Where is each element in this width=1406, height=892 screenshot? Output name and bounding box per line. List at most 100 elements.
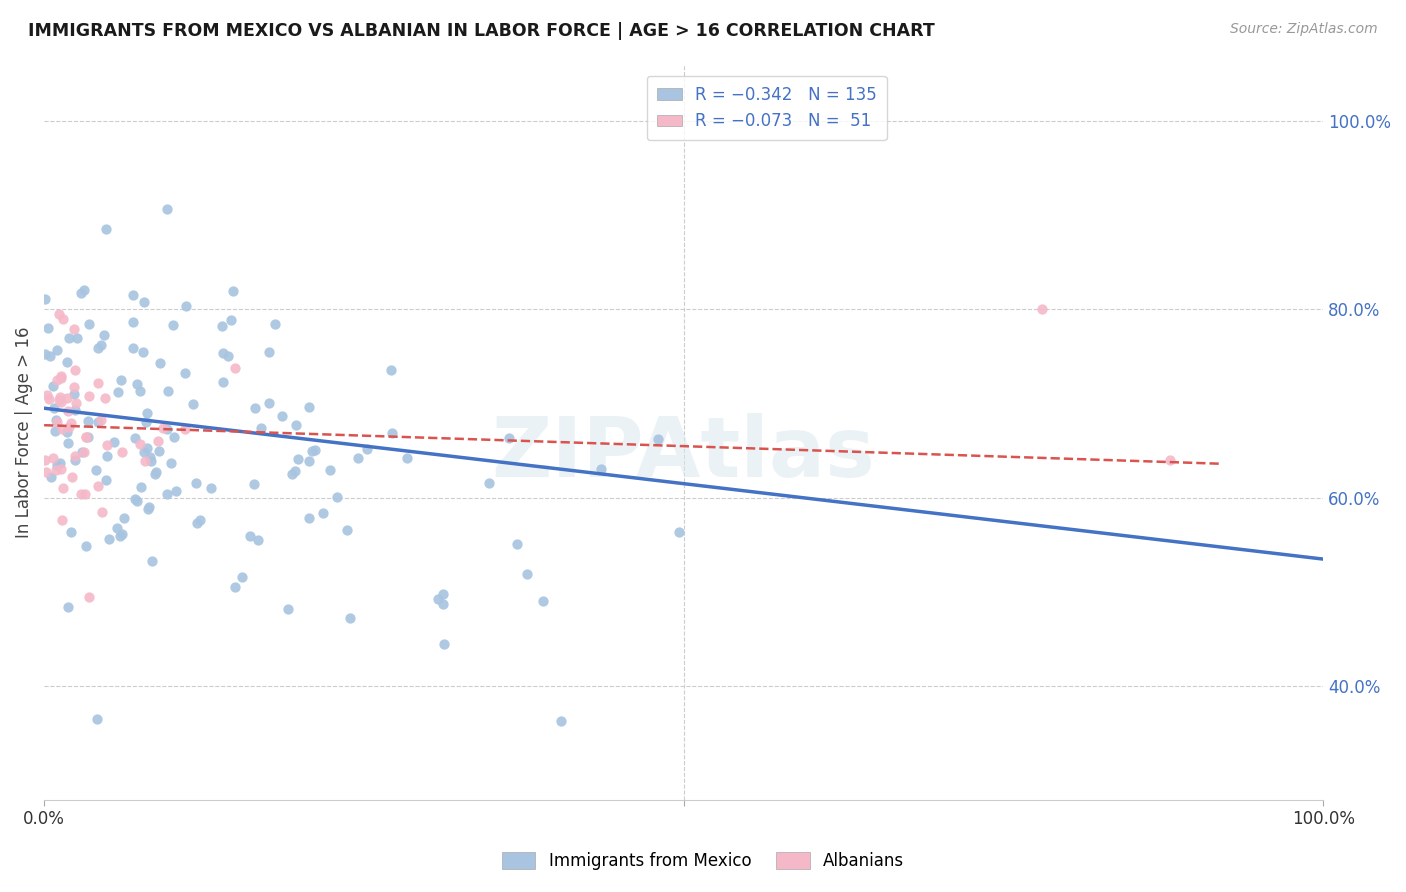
Point — [231, 570, 253, 584]
Point — [224, 580, 246, 594]
Point — [94, 222, 117, 236]
Point — [93, 328, 115, 343]
Point — [42, 379, 65, 393]
Point — [124, 492, 146, 507]
Point — [66, 331, 89, 345]
Point — [93, 391, 115, 405]
Point — [65, 396, 87, 410]
Point — [34, 465, 56, 479]
Point — [336, 523, 359, 537]
Point — [105, 521, 128, 535]
Point — [94, 473, 117, 487]
Point — [87, 376, 110, 390]
Point — [63, 402, 86, 417]
Point — [380, 363, 402, 377]
Point — [129, 480, 152, 494]
Point — [112, 510, 135, 524]
Point — [211, 318, 233, 333]
Point — [1031, 302, 1053, 317]
Point — [304, 442, 326, 457]
Point — [38, 392, 60, 406]
Point — [531, 594, 554, 608]
Point — [90, 338, 112, 352]
Point — [141, 554, 163, 568]
Point — [58, 420, 80, 434]
Point — [276, 602, 298, 616]
Point — [52, 311, 75, 326]
Point — [138, 500, 160, 515]
Text: ZIPAtlas: ZIPAtlas — [492, 413, 876, 494]
Point — [125, 494, 148, 508]
Point — [90, 505, 112, 519]
Point — [34, 453, 56, 467]
Point — [174, 422, 197, 436]
Point — [108, 529, 131, 543]
Point — [58, 404, 80, 418]
Point — [356, 442, 378, 456]
Point — [51, 422, 73, 436]
Point — [49, 390, 72, 404]
Point — [34, 292, 56, 306]
Point — [63, 387, 86, 401]
Point — [1159, 453, 1181, 467]
Point — [44, 424, 66, 438]
Point — [49, 456, 72, 470]
Point — [39, 470, 62, 484]
Point — [86, 712, 108, 726]
Point — [188, 513, 211, 527]
Point — [152, 421, 174, 435]
Point — [298, 510, 321, 524]
Point — [56, 436, 79, 450]
Point — [65, 449, 87, 463]
Point — [136, 406, 159, 420]
Point — [281, 467, 304, 481]
Point — [73, 445, 96, 459]
Point — [186, 516, 208, 530]
Point — [159, 456, 181, 470]
Point — [245, 401, 267, 416]
Point — [46, 343, 69, 357]
Point — [87, 341, 110, 355]
Point — [125, 376, 148, 391]
Point — [270, 409, 292, 423]
Point — [63, 452, 86, 467]
Point — [163, 430, 186, 444]
Point — [46, 372, 69, 386]
Point — [110, 374, 132, 388]
Point — [42, 401, 65, 416]
Point — [298, 400, 321, 414]
Point — [432, 587, 454, 601]
Point — [165, 484, 187, 499]
Point — [65, 363, 87, 377]
Point — [56, 391, 79, 405]
Point — [75, 539, 97, 553]
Point — [156, 202, 179, 217]
Point — [222, 285, 245, 299]
Legend: Immigrants from Mexico, Albanians: Immigrants from Mexico, Albanians — [495, 845, 911, 877]
Point — [647, 432, 669, 446]
Point — [264, 317, 287, 331]
Point — [77, 590, 100, 604]
Point — [132, 345, 155, 359]
Point — [45, 413, 67, 427]
Point — [217, 349, 239, 363]
Point — [319, 463, 342, 477]
Point — [186, 476, 208, 491]
Point — [49, 371, 72, 385]
Point — [45, 458, 67, 472]
Point — [312, 507, 335, 521]
Point — [69, 487, 91, 501]
Point — [478, 476, 501, 491]
Point — [149, 356, 172, 370]
Point — [51, 369, 73, 384]
Point — [98, 533, 121, 547]
Point — [77, 389, 100, 403]
Point — [122, 315, 145, 329]
Point — [73, 486, 96, 500]
Point — [141, 454, 163, 468]
Point — [59, 416, 82, 430]
Point — [37, 321, 59, 335]
Point — [174, 366, 197, 380]
Point — [75, 430, 97, 444]
Point — [212, 345, 235, 359]
